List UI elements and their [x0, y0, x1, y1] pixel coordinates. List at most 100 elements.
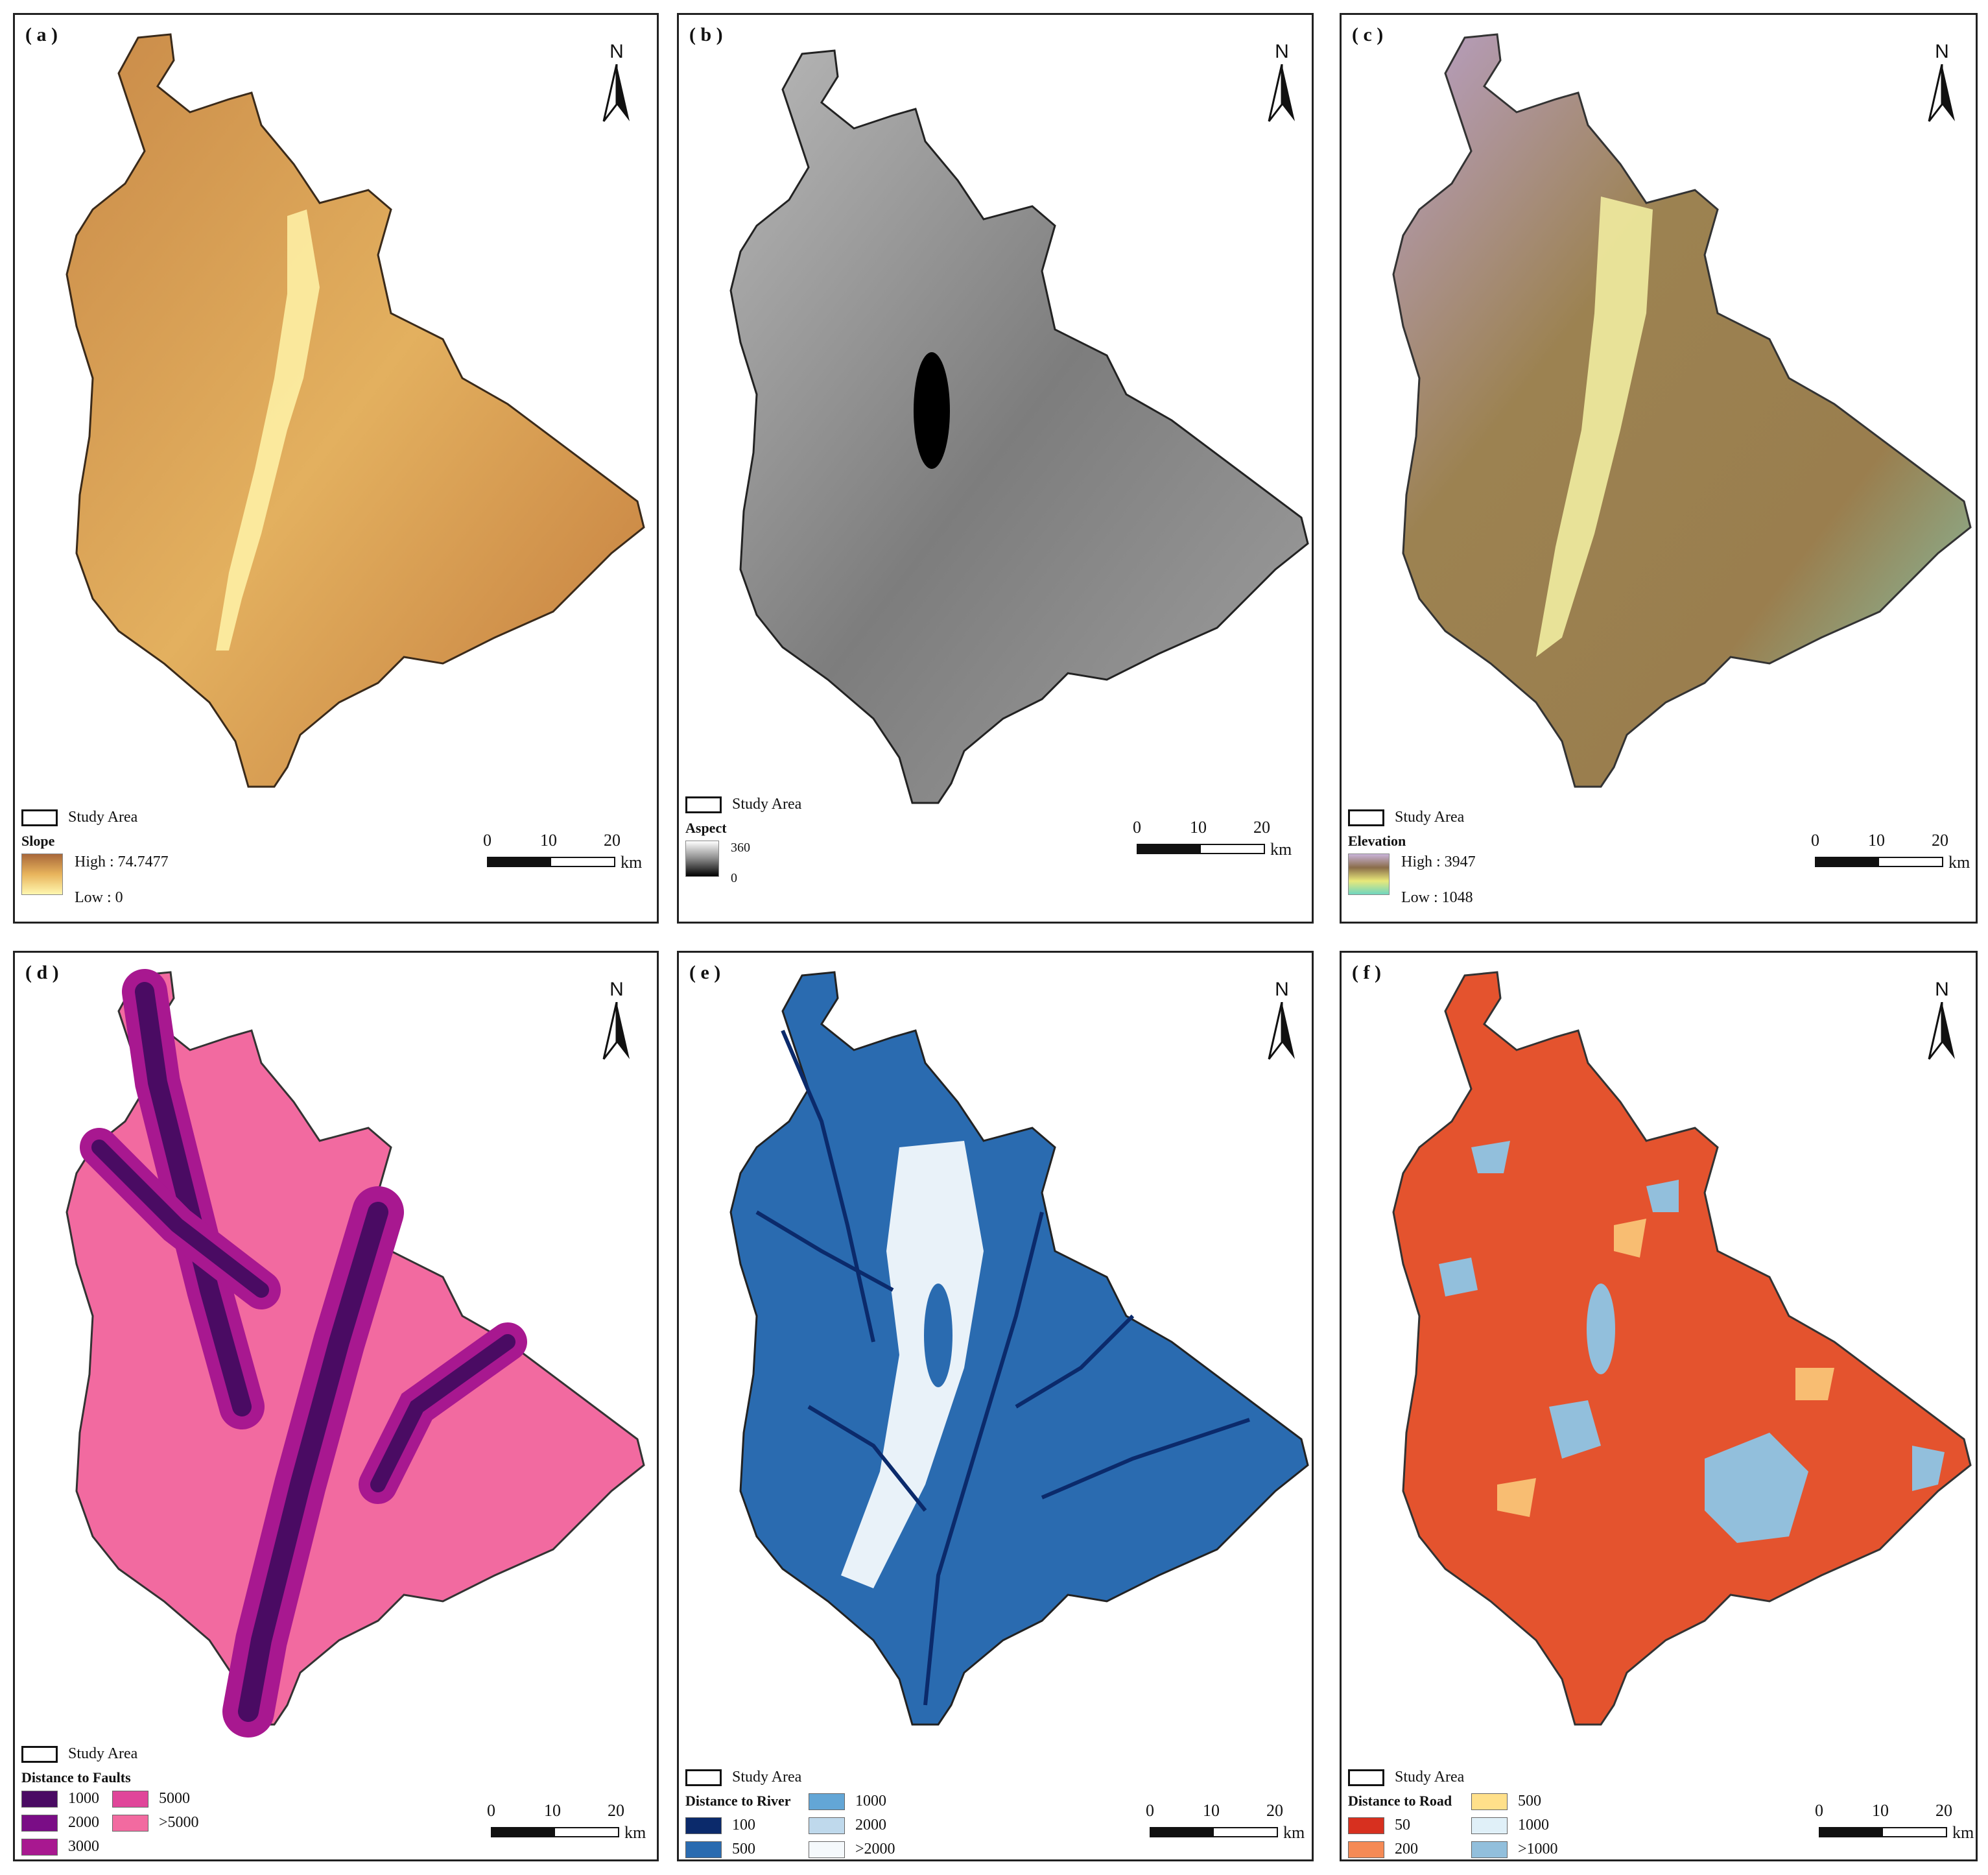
legend-class: 100: [685, 1817, 809, 1834]
road-buffer-zones: [1497, 1219, 1834, 1517]
legend-class: 1000: [809, 1793, 932, 1810]
north-arrow-icon: [1928, 1002, 1955, 1060]
legend-high: High : 74.7477: [75, 854, 169, 870]
north-label: N: [1275, 41, 1289, 62]
study-area-swatch: [21, 809, 58, 826]
legend: Study Area Distance to River 1000 100 20…: [685, 1769, 932, 1858]
north-arrow: N: [1923, 41, 1961, 125]
legend-class: 50: [1348, 1817, 1471, 1834]
slope-gradient: [21, 854, 63, 895]
legend: Study Area Distance to Faults 1000 5000 …: [21, 1745, 216, 1856]
north-arrow-icon: [1268, 64, 1295, 122]
legend-low: 0: [731, 871, 737, 885]
study-area-label: Study Area: [732, 796, 802, 813]
panel-label: ( c ): [1352, 24, 1384, 45]
panel-f: ( f ) N Study Area Distance to Road 500 …: [1340, 951, 1978, 1861]
valley-band: [216, 209, 320, 651]
study-area-label: Study Area: [1395, 809, 1465, 826]
legend-high: 360: [731, 841, 750, 855]
scale-tick-20: 20: [1935, 1801, 1952, 1820]
legend-class: >2000: [809, 1841, 932, 1858]
study-area-label: Study Area: [732, 1769, 802, 1785]
study-area-shape: [1392, 971, 1972, 1726]
legend-class: 1000: [21, 1790, 112, 1808]
scale-tick-0: 0: [1146, 1801, 1154, 1820]
valley-band: [841, 1141, 984, 1588]
scale-tick-0: 0: [1811, 831, 1819, 850]
scale-tick-20: 20: [608, 1801, 624, 1820]
study-area-label: Study Area: [1395, 1769, 1465, 1785]
legend-class: >5000: [112, 1814, 216, 1832]
legend-class: 2000: [21, 1814, 112, 1832]
scale-tick-10: 10: [1872, 1801, 1889, 1820]
scale-tick-10: 10: [1203, 1801, 1220, 1820]
study-area-swatch: [1348, 809, 1384, 826]
scale-tick-0: 0: [1133, 818, 1141, 837]
panel-a: ( a ) N Study Area Slope High : 74.7477 L…: [13, 13, 659, 924]
study-area-shape: [65, 33, 645, 788]
north-arrow: N: [597, 41, 636, 125]
north-arrow: N: [1923, 979, 1961, 1063]
scale-unit: km: [1952, 1823, 1974, 1842]
study-area-map: [729, 49, 1309, 804]
legend-title: Elevation: [1348, 833, 1406, 849]
north-arrow: N: [1262, 979, 1301, 1063]
scale-tick-20: 20: [1253, 818, 1270, 837]
elevation-gradient: [1348, 854, 1390, 895]
study-area-shape: [729, 49, 1309, 804]
river-network: [755, 1029, 1250, 1706]
study-area-shape: [1392, 33, 1972, 788]
north-label: N: [609, 979, 624, 1000]
legend-class: 3000: [21, 1838, 112, 1856]
valley-band: [1536, 197, 1653, 657]
panel-label: ( e ): [689, 962, 721, 983]
legend-high: High : 3947: [1401, 854, 1476, 870]
scale-unit: km: [621, 853, 643, 872]
study-area-label: Study Area: [68, 809, 138, 826]
lake-feature: [924, 1284, 953, 1387]
legend: Study Area Elevation High : 3947 Low : 10…: [1348, 809, 1476, 907]
scale-bar: 0 10 20 km: [1133, 818, 1292, 870]
north-arrow-icon: [602, 64, 630, 122]
scale-tick-0: 0: [1815, 1801, 1823, 1820]
study-area-shape: [729, 971, 1309, 1726]
panel-label: ( b ): [689, 24, 723, 45]
legend-title: Distance to Road: [1348, 1793, 1452, 1809]
legend-title: Aspect: [685, 820, 727, 836]
north-arrow-icon: [1928, 64, 1955, 122]
legend: Study Area Slope High : 74.7477 Low : 0: [21, 809, 169, 907]
legend: Study Area Aspect 360 0: [685, 796, 801, 886]
aspect-gradient: [685, 841, 719, 877]
scale-tick-10: 10: [544, 1801, 561, 1820]
scale-bar: 0 10 20 km: [1815, 1801, 1974, 1853]
scale-tick-20: 20: [1266, 1801, 1283, 1820]
study-area-map: [1392, 33, 1972, 788]
legend-class: 500: [1471, 1793, 1594, 1810]
scale-bar: 0 10 20 km: [487, 1801, 646, 1853]
scale-tick-20: 20: [604, 831, 621, 850]
study-area-swatch: [685, 1769, 722, 1786]
scale-bar: 0 10 20 km: [1146, 1801, 1305, 1853]
legend-low: Low : 0: [75, 889, 123, 906]
study-area-map: [1392, 971, 1972, 1726]
scale-tick-20: 20: [1932, 831, 1948, 850]
study-area-swatch: [21, 1745, 58, 1763]
study-area-label: Study Area: [68, 1745, 138, 1762]
panel-c: ( c ) N Study Area Elevation High : 3947…: [1340, 13, 1978, 924]
study-area-swatch: [685, 796, 722, 813]
far-from-road-areas: [1439, 1141, 1945, 1543]
scale-tick-0: 0: [487, 1801, 495, 1820]
panel-e: ( e ) N Study Area Distance to River 100…: [677, 951, 1314, 1861]
study-area-map: [65, 33, 645, 788]
scale-unit: km: [1283, 1823, 1305, 1842]
north-label: N: [1935, 41, 1949, 62]
legend-class: 5000: [112, 1790, 216, 1808]
legend-class: 200: [1348, 1841, 1471, 1858]
north-label: N: [1275, 979, 1289, 1000]
north-arrow: N: [597, 979, 636, 1063]
legend: Study Area Distance to Road 500 50 1000 …: [1348, 1769, 1594, 1858]
legend-class: 2000: [809, 1817, 932, 1834]
study-area-swatch: [1348, 1769, 1384, 1786]
north-arrow-icon: [602, 1002, 630, 1060]
legend-title: Slope: [21, 833, 55, 849]
